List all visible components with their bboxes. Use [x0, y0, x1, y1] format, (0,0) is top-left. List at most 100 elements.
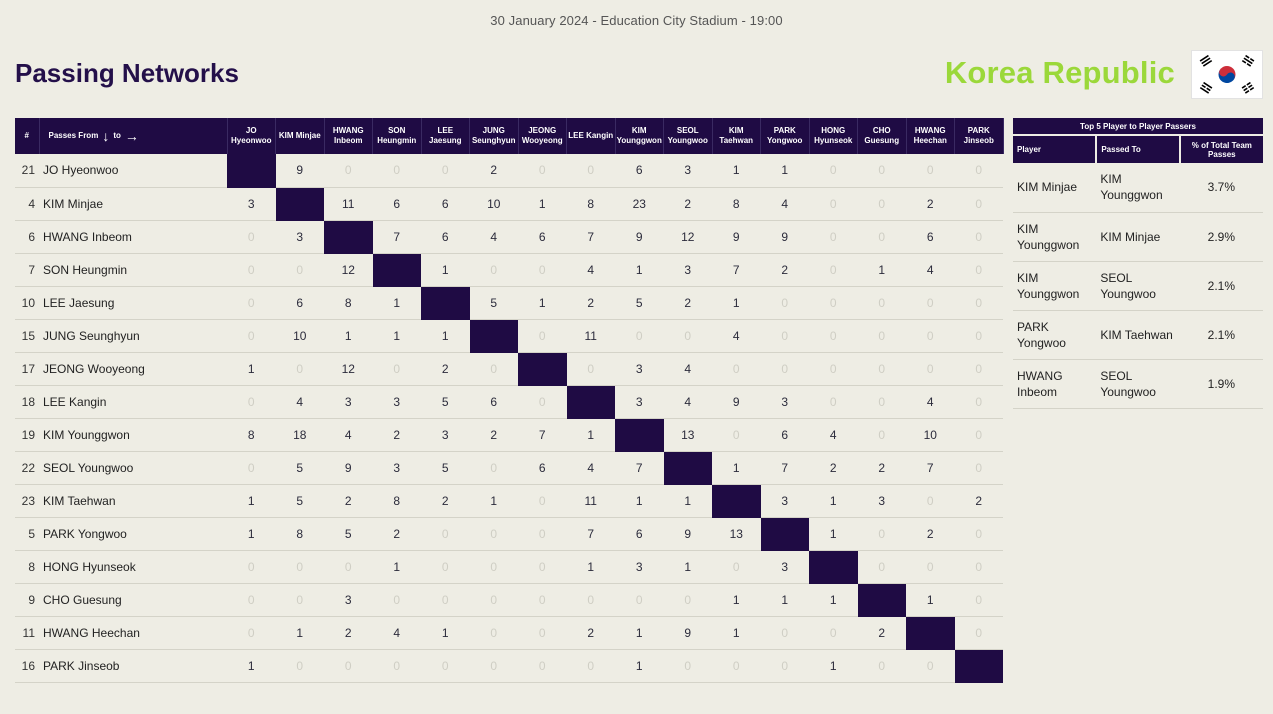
pass-count-cell: 0: [227, 616, 276, 650]
player-name: HWANG Inbeom: [39, 220, 227, 254]
pass-count-cell: 1: [421, 616, 470, 650]
top5-pct: 2.1%: [1179, 261, 1263, 311]
pass-count-cell: 0: [518, 649, 567, 683]
match-info: 30 January 2024 - Education City Stadium…: [490, 13, 783, 28]
pass-count-cell: 0: [275, 352, 324, 386]
pass-count-cell: 0: [469, 616, 518, 650]
pass-count-cell: 1: [663, 484, 712, 518]
page-title: Passing Networks: [15, 58, 239, 88]
passes-from-header: Passes From ↓ to →: [39, 118, 228, 154]
pass-count-cell: 0: [954, 616, 1003, 650]
column-header-line1: SEOL: [676, 126, 699, 135]
column-header-player: HWANG Heechan: [906, 118, 955, 154]
player-name: PARK Jinseob: [39, 649, 227, 683]
top5-passed-to: SEOL Youngwoo: [1096, 261, 1180, 311]
pass-count-cell: 11: [566, 319, 615, 353]
player-name: HONG Hyunseok: [39, 550, 227, 584]
pass-count-cell: 2: [857, 451, 906, 485]
top5-row: HWANG Inbeom SEOL Youngwoo 1.9%: [1013, 359, 1263, 409]
pass-count-cell: 0: [954, 187, 1003, 221]
diagonal-cell: [469, 319, 518, 353]
top5-pct-header: % of Total Team Passes: [1179, 135, 1263, 163]
pass-count-cell: 0: [518, 484, 567, 518]
table-row: 17 JEONG Wooyeong 1 0 12 0 2 0 0 3 4 0 0 0 0 0 0: [15, 352, 1003, 386]
player-number: 5: [15, 517, 39, 551]
pass-count-cell: 9: [615, 220, 664, 254]
pass-count-cell: 0: [809, 187, 858, 221]
pass-count-cell: 0: [906, 649, 955, 683]
pass-count-cell: 0: [857, 187, 906, 221]
top5-player: KIM Younggwon: [1013, 261, 1097, 311]
pass-count-cell: 0: [809, 385, 858, 419]
table-row: 7 SON Heungmin 0 0 12 1 0 0 4 1 3 7 2 0 1 4 0: [15, 253, 1003, 287]
pass-count-cell: 3: [275, 220, 324, 254]
pass-count-cell: 2: [372, 418, 421, 452]
pass-count-cell: 13: [712, 517, 761, 551]
pass-count-cell: 7: [566, 220, 615, 254]
pass-count-cell: 4: [760, 187, 809, 221]
pass-count-cell: 8: [275, 517, 324, 551]
table-row: 16 PARK Jinseob 1 0 0 0 0 0 0 0 1 0 0 0 1 0 0: [15, 649, 1003, 683]
pass-count-cell: 10: [275, 319, 324, 353]
pass-count-cell: 0: [760, 352, 809, 386]
diagonal-cell: [566, 385, 615, 419]
to-label: to: [113, 131, 121, 140]
pass-count-cell: 7: [566, 517, 615, 551]
column-header-player: CHO Guesung: [857, 118, 907, 154]
top5-passed-to: KIM Taehwan: [1096, 310, 1180, 360]
pass-count-cell: 9: [760, 220, 809, 254]
pass-count-cell: 12: [663, 220, 712, 254]
column-header-player: HWANG Inbeom: [324, 118, 373, 154]
pass-count-cell: 0: [469, 649, 518, 683]
pass-count-cell: 2: [469, 418, 518, 452]
player-name: JUNG Seunghyun: [39, 319, 227, 353]
diagonal-cell: [324, 220, 373, 254]
pass-count-cell: 9: [712, 220, 761, 254]
pass-count-cell: 2: [809, 451, 858, 485]
column-header-player: JO Hyeonwoo: [227, 118, 276, 154]
pass-count-cell: 0: [469, 352, 518, 386]
player-number: 6: [15, 220, 39, 254]
diagonal-cell: [760, 517, 809, 551]
player-name: KIM Younggwon: [39, 418, 227, 452]
pass-count-cell: 0: [227, 220, 276, 254]
top5-body: KIM Minjae KIM Younggwon 3.7% KIM Younggwon…: [1013, 163, 1263, 409]
pass-count-cell: 1: [615, 253, 664, 287]
table-row: 8 HONG Hyunseok 0 0 0 1 0 0 0 1 3 1 0 3 0 0 0: [15, 550, 1003, 584]
player-name: PARK Yongwoo: [39, 517, 227, 551]
pass-count-cell: 7: [712, 253, 761, 287]
pass-count-cell: 6: [469, 385, 518, 419]
column-header-player: JUNG Seunghyun: [469, 118, 519, 154]
pass-count-cell: 2: [954, 484, 1003, 518]
pass-count-cell: 4: [809, 418, 858, 452]
pass-count-cell: 0: [663, 319, 712, 353]
pass-count-cell: 4: [566, 451, 615, 485]
column-header-line1: LEE: [437, 126, 454, 135]
column-header-line2: Jinseob: [963, 136, 994, 145]
pass-count-cell: 1: [227, 517, 276, 551]
pass-count-cell: 1: [760, 583, 809, 617]
pass-count-cell: 1: [615, 649, 664, 683]
pass-count-cell: 23: [615, 187, 664, 221]
player-number: 21: [15, 154, 39, 188]
pass-count-cell: 0: [372, 154, 421, 188]
pass-count-cell: 0: [518, 154, 567, 188]
pass-count-cell: 0: [712, 418, 761, 452]
column-header-player: SEOL Youngwoo: [663, 118, 713, 154]
pass-count-cell: 1: [421, 319, 470, 353]
pass-count-cell: 2: [760, 253, 809, 287]
top5-player: KIM Younggwon: [1013, 212, 1097, 262]
top5-pct: 3.7%: [1179, 163, 1263, 213]
pass-count-cell: 3: [760, 385, 809, 419]
column-header-player: JEONG Wooyeong: [518, 118, 567, 154]
pass-count-cell: 1: [227, 649, 276, 683]
player-name: KIM Minjae: [39, 187, 227, 221]
column-header-player: KIM Younggwon: [615, 118, 664, 154]
column-header-line2: Jaesung: [429, 136, 462, 145]
pass-count-cell: 7: [760, 451, 809, 485]
pass-count-cell: 0: [954, 385, 1003, 419]
player-name: LEE Jaesung: [39, 286, 227, 320]
pass-count-cell: 0: [518, 319, 567, 353]
player-number: 10: [15, 286, 39, 320]
top5-player-header: Player: [1013, 135, 1098, 163]
